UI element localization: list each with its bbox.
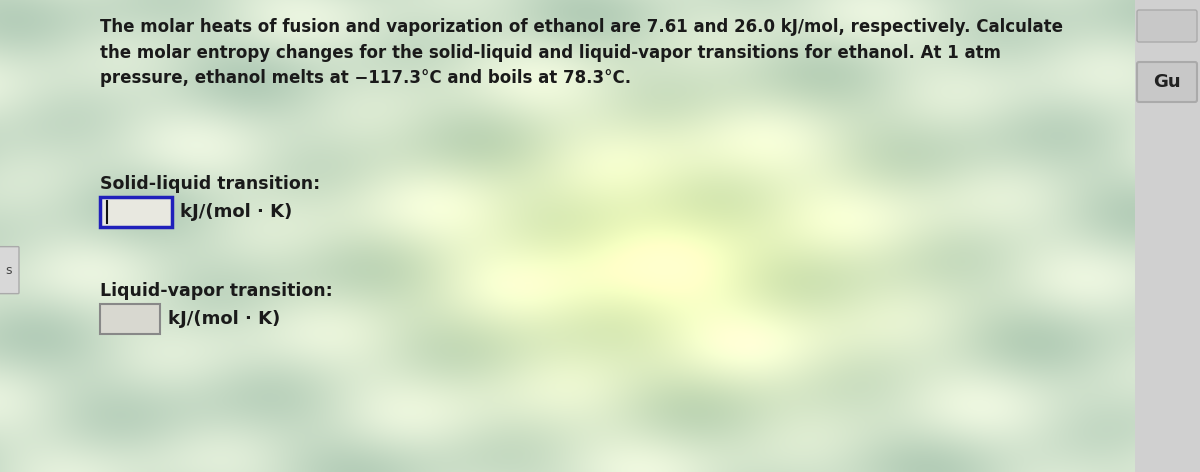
Text: kJ/(mol · K): kJ/(mol · K) (180, 203, 293, 221)
Text: s: s (6, 264, 12, 277)
Bar (1135, 0, 1200, 472)
Text: Liquid-vapor transition:: Liquid-vapor transition: (100, 282, 332, 300)
Bar (100, 197, 172, 227)
Text: Solid-liquid transition:: Solid-liquid transition: (100, 175, 320, 193)
FancyBboxPatch shape (1138, 62, 1198, 102)
Text: The molar heats of fusion and vaporization of ethanol are 7.61 and 26.0 kJ/mol, : The molar heats of fusion and vaporizati… (100, 18, 1063, 87)
Bar (100, 304, 160, 334)
Text: kJ/(mol · K): kJ/(mol · K) (168, 310, 281, 328)
Text: Gu: Gu (1153, 73, 1181, 91)
FancyBboxPatch shape (1138, 10, 1198, 42)
FancyBboxPatch shape (0, 247, 19, 294)
